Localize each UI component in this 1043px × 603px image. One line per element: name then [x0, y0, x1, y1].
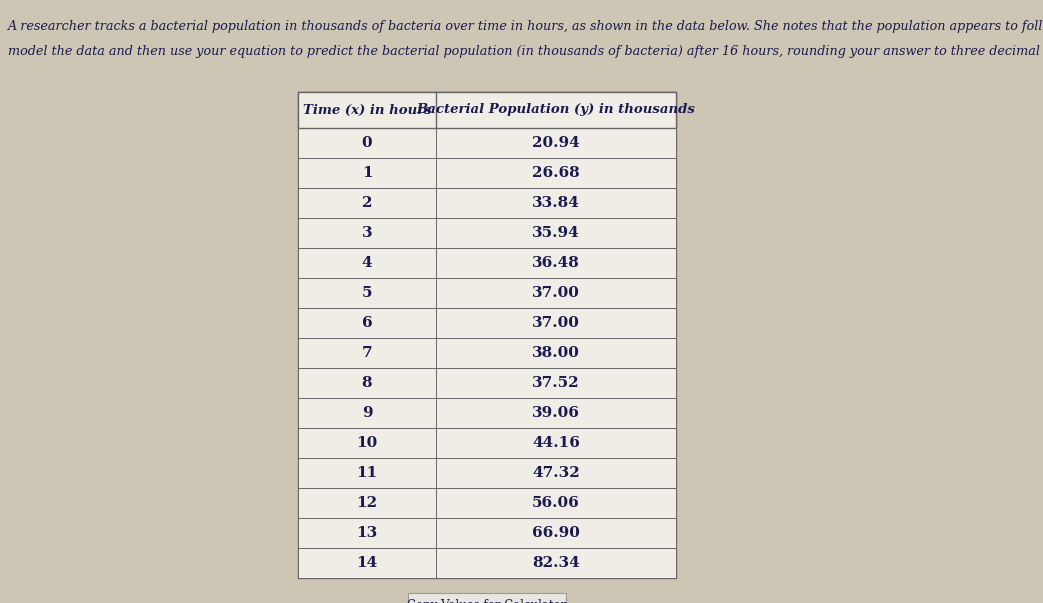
- Bar: [298, 128, 676, 158]
- Bar: [298, 218, 676, 248]
- Text: 9: 9: [362, 406, 372, 420]
- Bar: [298, 248, 676, 278]
- Text: 11: 11: [357, 466, 378, 480]
- Text: 13: 13: [357, 526, 378, 540]
- Text: Copy Values for Calculator: Copy Values for Calculator: [408, 599, 566, 603]
- Bar: [298, 338, 676, 368]
- Text: 2: 2: [362, 196, 372, 210]
- Bar: [298, 158, 676, 188]
- Text: A researcher tracks a bacterial population in thousands of bacteria over time in: A researcher tracks a bacterial populati…: [8, 20, 1043, 33]
- Text: 7: 7: [362, 346, 372, 360]
- Bar: [298, 428, 676, 458]
- Text: 33.84: 33.84: [532, 196, 580, 210]
- Text: 3: 3: [362, 226, 372, 240]
- Bar: [298, 368, 676, 398]
- Text: 36.48: 36.48: [532, 256, 580, 270]
- Text: 14: 14: [357, 556, 378, 570]
- Bar: [298, 308, 676, 338]
- Text: 44.16: 44.16: [532, 436, 580, 450]
- Text: 37.00: 37.00: [532, 286, 580, 300]
- Text: 39.06: 39.06: [532, 406, 580, 420]
- Bar: [298, 188, 676, 218]
- Bar: [408, 593, 566, 603]
- Text: 38.00: 38.00: [532, 346, 580, 360]
- Bar: [298, 458, 676, 488]
- Bar: [298, 488, 676, 518]
- Text: 20.94: 20.94: [532, 136, 580, 150]
- Text: 10: 10: [357, 436, 378, 450]
- Bar: [298, 518, 676, 548]
- Text: Time (x) in hours: Time (x) in hours: [302, 104, 432, 116]
- Text: 0: 0: [362, 136, 372, 150]
- Text: 66.90: 66.90: [532, 526, 580, 540]
- Bar: [298, 548, 676, 578]
- Bar: [298, 92, 676, 128]
- Text: Bacterial Population (y) in thousands: Bacterial Population (y) in thousands: [416, 104, 696, 116]
- Text: 56.06: 56.06: [532, 496, 580, 510]
- Text: 4: 4: [362, 256, 372, 270]
- Text: 26.68: 26.68: [532, 166, 580, 180]
- Text: 37.00: 37.00: [532, 316, 580, 330]
- Text: 8: 8: [362, 376, 372, 390]
- Bar: [298, 278, 676, 308]
- Text: 1: 1: [362, 166, 372, 180]
- Bar: [298, 92, 676, 578]
- Text: model the data and then use your equation to predict the bacterial population (i: model the data and then use your equatio…: [8, 45, 1043, 58]
- Text: 47.32: 47.32: [532, 466, 580, 480]
- Text: 6: 6: [362, 316, 372, 330]
- Text: 37.52: 37.52: [532, 376, 580, 390]
- Bar: [298, 398, 676, 428]
- Text: 5: 5: [362, 286, 372, 300]
- Text: 35.94: 35.94: [532, 226, 580, 240]
- Text: 12: 12: [357, 496, 378, 510]
- Text: 82.34: 82.34: [532, 556, 580, 570]
